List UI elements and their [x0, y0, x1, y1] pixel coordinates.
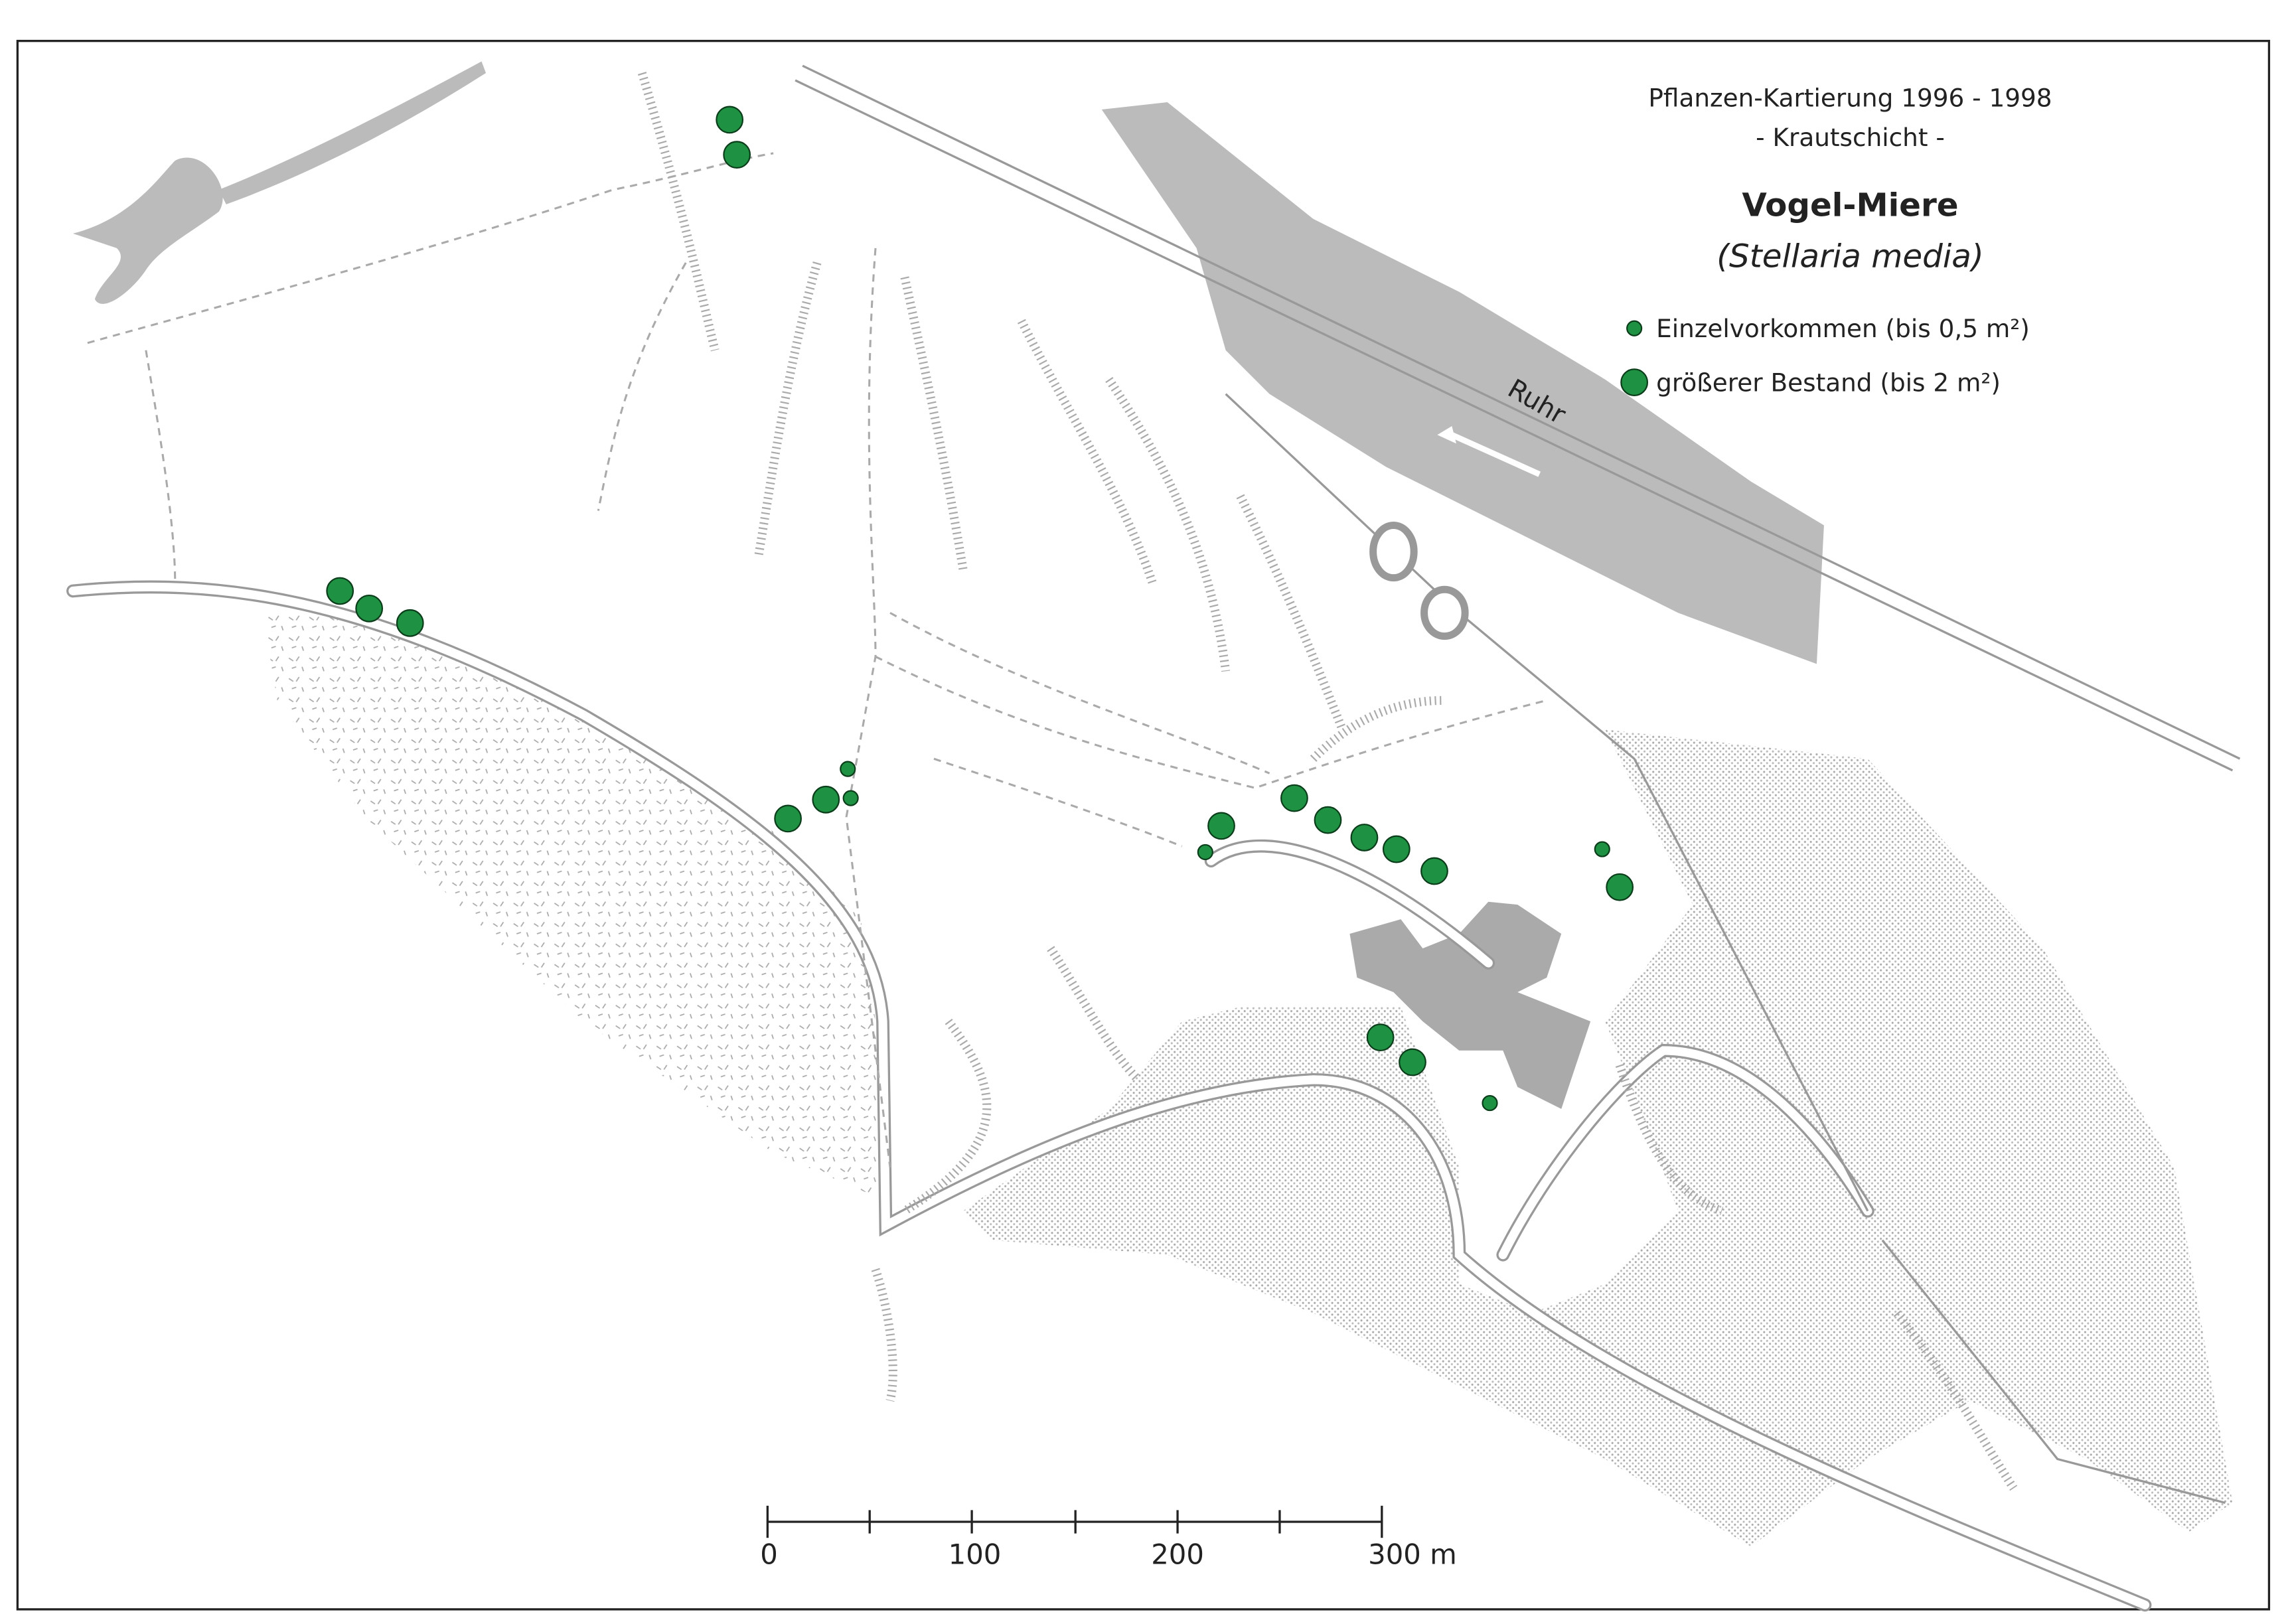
- legend-large-symbol: [1620, 368, 1649, 396]
- scale-labels: 0 100 200 300 m: [760, 1538, 1457, 1571]
- large-occurrence: [1420, 857, 1448, 885]
- large-occurrence: [1606, 873, 1634, 901]
- large-occurrence: [723, 141, 751, 169]
- scale-label: 200: [1151, 1538, 1204, 1571]
- large-occurrence: [396, 609, 424, 637]
- scale-label: 300 m: [1368, 1538, 1457, 1571]
- railway: [795, 64, 2241, 1505]
- small-occurrence: [842, 790, 859, 806]
- small-occurrence: [840, 761, 856, 777]
- large-occurrence: [1280, 784, 1308, 812]
- terrain: [66, 61, 2241, 1612]
- road-inner: [68, 582, 2150, 1609]
- title-block: Pflanzen-Kartierung 1996 - 1998 - Krauts…: [1648, 84, 2052, 275]
- large-occurrence: [355, 594, 384, 623]
- small-occurrence: [1594, 841, 1610, 857]
- pond: [1369, 522, 1418, 582]
- title: Pflanzen-Kartierung 1996 - 1998: [1648, 84, 2052, 113]
- large-occurrence: [716, 106, 744, 134]
- pond: [1420, 585, 1469, 640]
- large-occurrence: [1207, 812, 1235, 840]
- road-inner: [1207, 842, 1872, 1260]
- subtitle: - Krautschicht -: [1756, 123, 1945, 152]
- occurrences: [326, 106, 1634, 1112]
- lake: [72, 61, 487, 304]
- legend-small-symbol: [1626, 320, 1643, 336]
- legend-small-label: Einzelvorkommen (bis 0,5 m²): [1656, 314, 2030, 343]
- legend-large-label: größerer Bestand (bis 2 m²): [1656, 368, 2001, 397]
- large-occurrence: [326, 577, 354, 605]
- small-occurrence: [1197, 844, 1213, 861]
- large-occurrence: [774, 804, 802, 833]
- species-name: Vogel-Miere: [1742, 186, 1958, 224]
- large-occurrence: [1350, 824, 1379, 851]
- large-occurrence: [812, 785, 840, 814]
- small-occurrence: [1482, 1094, 1498, 1112]
- scale-label: 100: [949, 1538, 1002, 1571]
- stipple-south: [962, 729, 2233, 1547]
- large-occurrence: [1314, 806, 1342, 834]
- stipple-west: [262, 613, 883, 1197]
- footpath: [87, 152, 1547, 1167]
- flow-arrow-head: [1437, 426, 1456, 444]
- latin-name: (Stellaria media): [1716, 238, 1984, 275]
- buildings: [1349, 901, 1591, 1109]
- large-occurrence: [1366, 1023, 1395, 1052]
- large-occurrence: [1399, 1048, 1426, 1076]
- legend: Einzelvorkommen (bis 0,5 m²) größerer Be…: [1620, 314, 2030, 397]
- scale-bar: [766, 1505, 1383, 1538]
- scale-label: 0: [760, 1538, 778, 1571]
- flow-arrow: [1450, 432, 1541, 477]
- slope: [637, 72, 2018, 1491]
- large-occurrence: [1382, 835, 1411, 863]
